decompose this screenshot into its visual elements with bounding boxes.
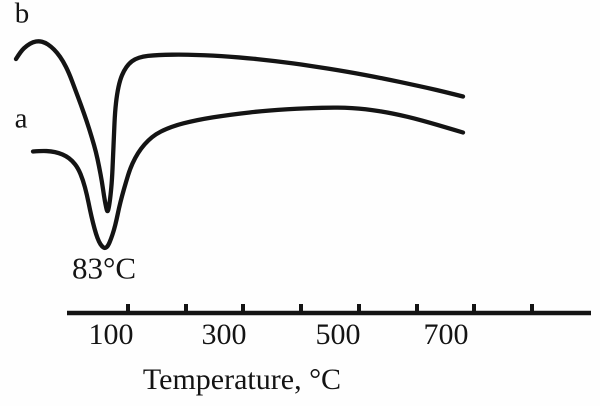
peak-temperature-annotation: 83°C xyxy=(71,250,137,286)
curve-b xyxy=(13,39,466,214)
x-tick-label-300: 300 xyxy=(201,318,247,351)
x-tick-label-500: 500 xyxy=(315,318,361,351)
curve-label-a: a xyxy=(14,102,28,135)
x-tick-label-700: 700 xyxy=(423,318,469,351)
x-tick-label-100: 100 xyxy=(88,318,134,351)
curve-label-b: b xyxy=(14,0,30,30)
curve-a xyxy=(30,105,466,251)
x-axis-title: Temperature, °C xyxy=(142,363,342,396)
